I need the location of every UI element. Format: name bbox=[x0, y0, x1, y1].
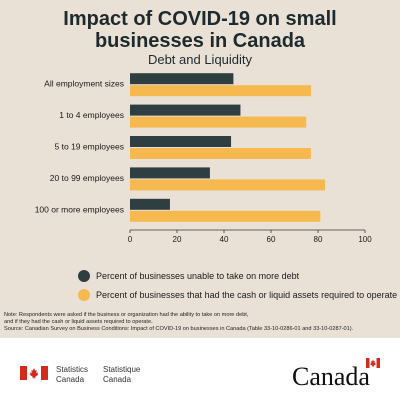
legend-item-debt: Percent of businesses unable to take on … bbox=[78, 270, 299, 282]
category-label: 1 to 4 employees bbox=[59, 110, 124, 120]
chart-title-line-1: Impact of COVID-19 on small bbox=[63, 8, 337, 30]
legend-label-cash: Percent of businesses that had the cash … bbox=[96, 290, 398, 300]
bar-chart: All employment sizes 1 to 4 employees 5 to… bbox=[35, 73, 372, 244]
x-tick-label: 100 bbox=[358, 235, 372, 244]
footer-bar: Statistics Canada Statistique Canada Can… bbox=[0, 338, 400, 400]
chart-subtitle: Debt and Liquidity bbox=[147, 52, 253, 67]
statcan-english-name: Statistics Canada bbox=[56, 365, 88, 385]
bar-debt bbox=[130, 104, 241, 116]
category-label: All employment sizes bbox=[44, 79, 124, 89]
x-tick-label: 80 bbox=[314, 235, 323, 244]
chart-title: Impact of COVID-19 on small businesses i… bbox=[0, 8, 400, 52]
statcan-french-name: Statistique Canada bbox=[103, 365, 140, 385]
statcan-english-line-2: Canada bbox=[56, 375, 85, 384]
bar-cash bbox=[130, 85, 311, 97]
footnote-line-3: Source: Canadian Survey on Business Cond… bbox=[4, 326, 354, 332]
bar-cash bbox=[130, 179, 326, 191]
bar-cash bbox=[130, 116, 307, 128]
bar-cash bbox=[130, 210, 321, 222]
footnote: Note: Respondents were asked if the busi… bbox=[4, 312, 398, 333]
category-label: 20 to 99 employees bbox=[50, 173, 124, 183]
x-tick-label: 0 bbox=[128, 235, 133, 244]
x-tick-label: 60 bbox=[267, 235, 276, 244]
statcan-english-line-1: Statistics bbox=[56, 365, 89, 374]
canada-flag-icon bbox=[20, 366, 48, 380]
bar-debt bbox=[130, 167, 210, 179]
statcan-french-line-1: Statistique bbox=[103, 365, 141, 374]
x-tick-label: 40 bbox=[220, 235, 229, 244]
chart-title-line-2: businesses in Canada bbox=[94, 30, 306, 52]
legend-swatch-debt bbox=[78, 270, 90, 282]
statcan-french-line-2: Canada bbox=[103, 375, 132, 384]
category-label: 100 or more employees bbox=[35, 204, 124, 214]
legend-swatch-cash bbox=[78, 289, 90, 301]
footnote-line-2: and if they had the cash or liquid asset… bbox=[4, 319, 153, 325]
bar-debt bbox=[130, 136, 232, 147]
bar-debt bbox=[130, 198, 170, 210]
legend-label-debt: Percent of businesses unable to take on … bbox=[96, 271, 300, 281]
category-label: 5 to 19 employees bbox=[55, 142, 124, 152]
x-tick-label: 20 bbox=[173, 235, 182, 244]
legend-item-cash: Percent of businesses that had the cash … bbox=[78, 289, 397, 301]
bar-cash bbox=[130, 148, 311, 159]
canada-wordmark: Canada bbox=[292, 362, 370, 391]
footnote-line-1: Note: Respondents were asked if the busi… bbox=[4, 312, 249, 318]
bar-debt bbox=[130, 73, 234, 85]
wordmark-flag-icon bbox=[366, 358, 380, 368]
